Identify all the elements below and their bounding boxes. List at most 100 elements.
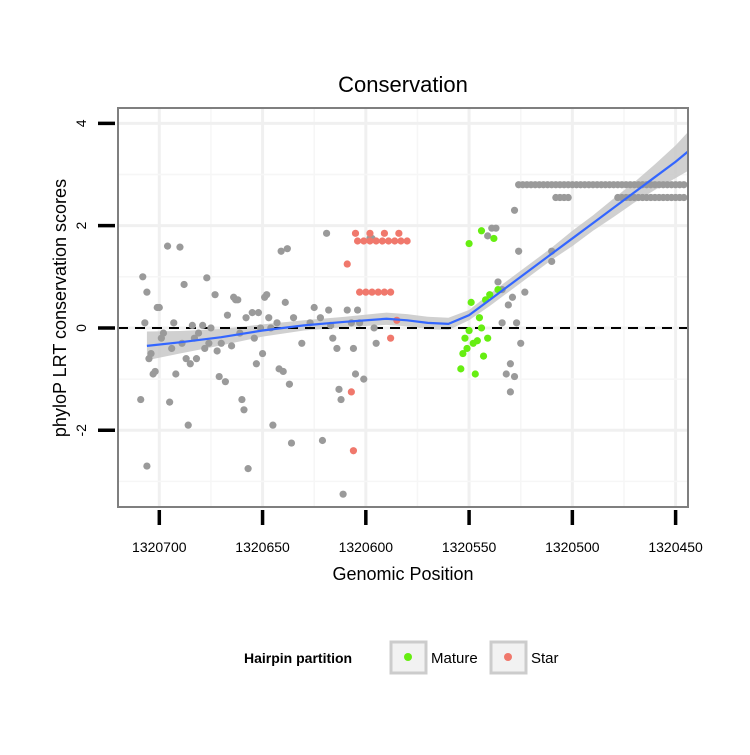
x-axis-label: Genomic Position [332, 564, 473, 584]
point-other [349, 344, 358, 353]
point-star [395, 229, 403, 237]
point-other [194, 329, 203, 337]
point-mature [486, 291, 494, 299]
point-other [176, 243, 184, 251]
x-tick-label: 1320450 [648, 539, 703, 555]
point-other [512, 319, 521, 327]
point-other [163, 242, 172, 250]
point-star [380, 229, 389, 237]
legend: Hairpin partition Mature Star [244, 640, 559, 675]
point-mature [490, 234, 498, 243]
point-star [391, 237, 399, 245]
point-other [213, 347, 221, 355]
point-other [504, 301, 512, 309]
point-star [368, 288, 376, 296]
point-other [137, 395, 145, 404]
point-other [205, 339, 213, 347]
point-other [548, 257, 556, 266]
point-other [498, 319, 506, 327]
point-star [374, 288, 382, 296]
x-tick-label: 1320700 [132, 539, 187, 555]
point-other [252, 360, 260, 368]
point-star [343, 260, 351, 268]
y-axis-label: phyloP LRT conservation scores [50, 179, 70, 437]
point-mature [463, 344, 471, 353]
point-other [143, 288, 151, 296]
point-other [250, 334, 258, 342]
point-other [680, 193, 688, 202]
point-other [517, 339, 525, 347]
y-tick-label: 4 [73, 119, 89, 127]
point-other [227, 342, 236, 350]
point-other [287, 439, 296, 447]
legend-title: Hairpin partition [244, 650, 352, 666]
point-other [180, 280, 188, 289]
point-star [378, 237, 386, 245]
point-other [494, 278, 502, 286]
point-mature [461, 334, 469, 342]
point-mature [465, 239, 473, 248]
x-tick-label: 1320550 [442, 539, 497, 555]
point-other [370, 324, 378, 332]
point-star [403, 237, 411, 245]
point-other [207, 324, 215, 332]
point-star [380, 288, 389, 296]
point-star [356, 288, 364, 296]
point-other [141, 319, 149, 327]
series-mature [457, 227, 502, 378]
y-tick-label: 0 [73, 324, 89, 332]
loess-fit-line [146, 150, 689, 347]
point-other [265, 314, 273, 322]
point-other [258, 349, 267, 358]
point-other [147, 349, 155, 358]
point-other [351, 370, 360, 378]
point-other [269, 421, 277, 429]
point-mature [475, 314, 484, 322]
series-other [137, 181, 688, 498]
point-other [159, 329, 168, 337]
point-mature [477, 324, 486, 332]
point-other [515, 247, 523, 255]
point-mature [465, 326, 473, 335]
point-other [510, 206, 519, 214]
point-star [353, 237, 362, 245]
point-other [244, 465, 252, 473]
x-tick-label: 1320650 [235, 539, 290, 555]
point-other [170, 319, 178, 327]
point-star [397, 237, 405, 245]
point-other [238, 395, 246, 404]
point-other [353, 306, 362, 314]
point-other [223, 311, 232, 319]
point-other [151, 367, 159, 376]
point-mature [459, 349, 467, 358]
point-other [215, 372, 223, 381]
point-other [360, 375, 368, 383]
point-other [192, 355, 201, 363]
point-other [166, 398, 174, 406]
point-other [506, 388, 514, 396]
point-star [362, 288, 370, 296]
point-other [184, 421, 192, 429]
scatter-points [137, 181, 688, 498]
x-tick-label: 1320600 [339, 539, 394, 555]
point-other [281, 298, 289, 306]
point-other [221, 378, 229, 386]
point-other [506, 360, 514, 368]
plot-border [117, 107, 689, 508]
point-star [366, 237, 374, 245]
point-other [316, 314, 324, 322]
point-mature [477, 227, 486, 235]
axes: 1320700 1320650 1320600 1320550 1320500 13204… [73, 119, 703, 555]
point-mature [473, 337, 481, 345]
point-other [339, 490, 347, 498]
point-other [182, 355, 190, 363]
point-other [322, 229, 331, 237]
point-mature [457, 365, 465, 373]
point-other [285, 380, 294, 388]
point-mature [467, 298, 475, 306]
point-other [680, 181, 688, 189]
legend-label-star: Star [531, 650, 559, 667]
point-other [277, 247, 285, 255]
